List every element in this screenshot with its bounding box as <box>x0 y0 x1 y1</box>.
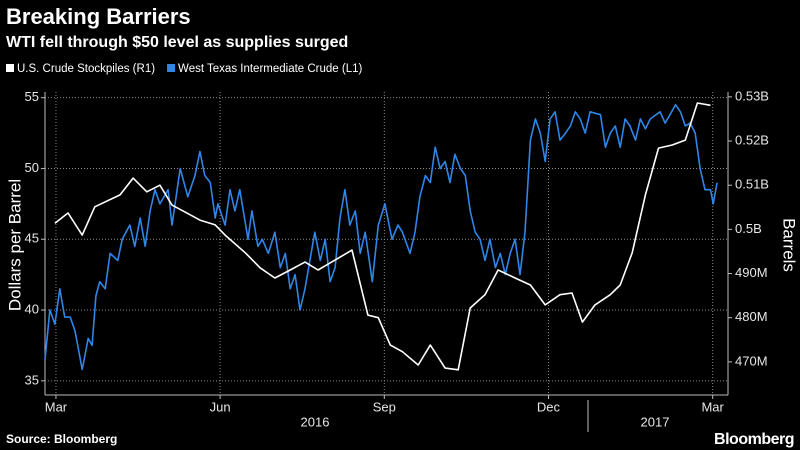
x-tick-label: Mar <box>45 399 68 414</box>
y-tick-label: 40 <box>25 301 39 316</box>
legend: U.S. Crude Stockpiles (R1) West Texas Int… <box>6 63 363 75</box>
plot <box>44 102 718 371</box>
source: Source: Bloomberg <box>6 432 117 446</box>
series-line <box>44 103 718 371</box>
y2-axis-title: Barrels <box>780 218 799 272</box>
year-label: 2016 <box>301 414 330 429</box>
x-tick-label: Dec <box>537 399 561 414</box>
legend-swatch <box>167 64 176 72</box>
y-tick-label: 50 <box>25 160 39 175</box>
x-tick-label: Mar <box>701 399 724 414</box>
chart-subtitle: WTI fell through $50 level as supplies s… <box>6 34 348 51</box>
chart-title: Breaking Barriers <box>6 4 191 29</box>
brand: Bloomberg <box>714 431 794 448</box>
y2-tick-label: 470M <box>735 353 768 368</box>
y2-tick-label: 0.52B <box>735 132 769 147</box>
series-line <box>54 102 711 371</box>
year-label: 2017 <box>641 414 670 429</box>
y-tick-label: 55 <box>25 89 39 104</box>
y2-tick-label: 0.53B <box>735 88 769 103</box>
y-tick-label: 35 <box>25 372 39 387</box>
y2-tick-label: 0.51B <box>735 177 769 192</box>
x-tick-label: Jun <box>210 399 231 414</box>
legend-swatch <box>6 64 14 72</box>
y2-tick-label: 490M <box>735 265 768 280</box>
x-tick-label: Sep <box>373 399 396 414</box>
y-tick-label: 45 <box>25 231 39 246</box>
y-axis-title: Dollars per Barrel <box>5 179 24 311</box>
legend-label: U.S. Crude Stockpiles (R1) <box>17 63 155 75</box>
legend-label: West Texas Intermediate Crude (L1) <box>178 63 362 75</box>
y2-tick-label: 0.5B <box>735 221 762 236</box>
grid: 35 40 45 50 55 470M 480M 490M 0.5B 0.51B 0.52B 0.53… <box>25 88 769 414</box>
y2-tick-label: 480M <box>735 309 768 324</box>
